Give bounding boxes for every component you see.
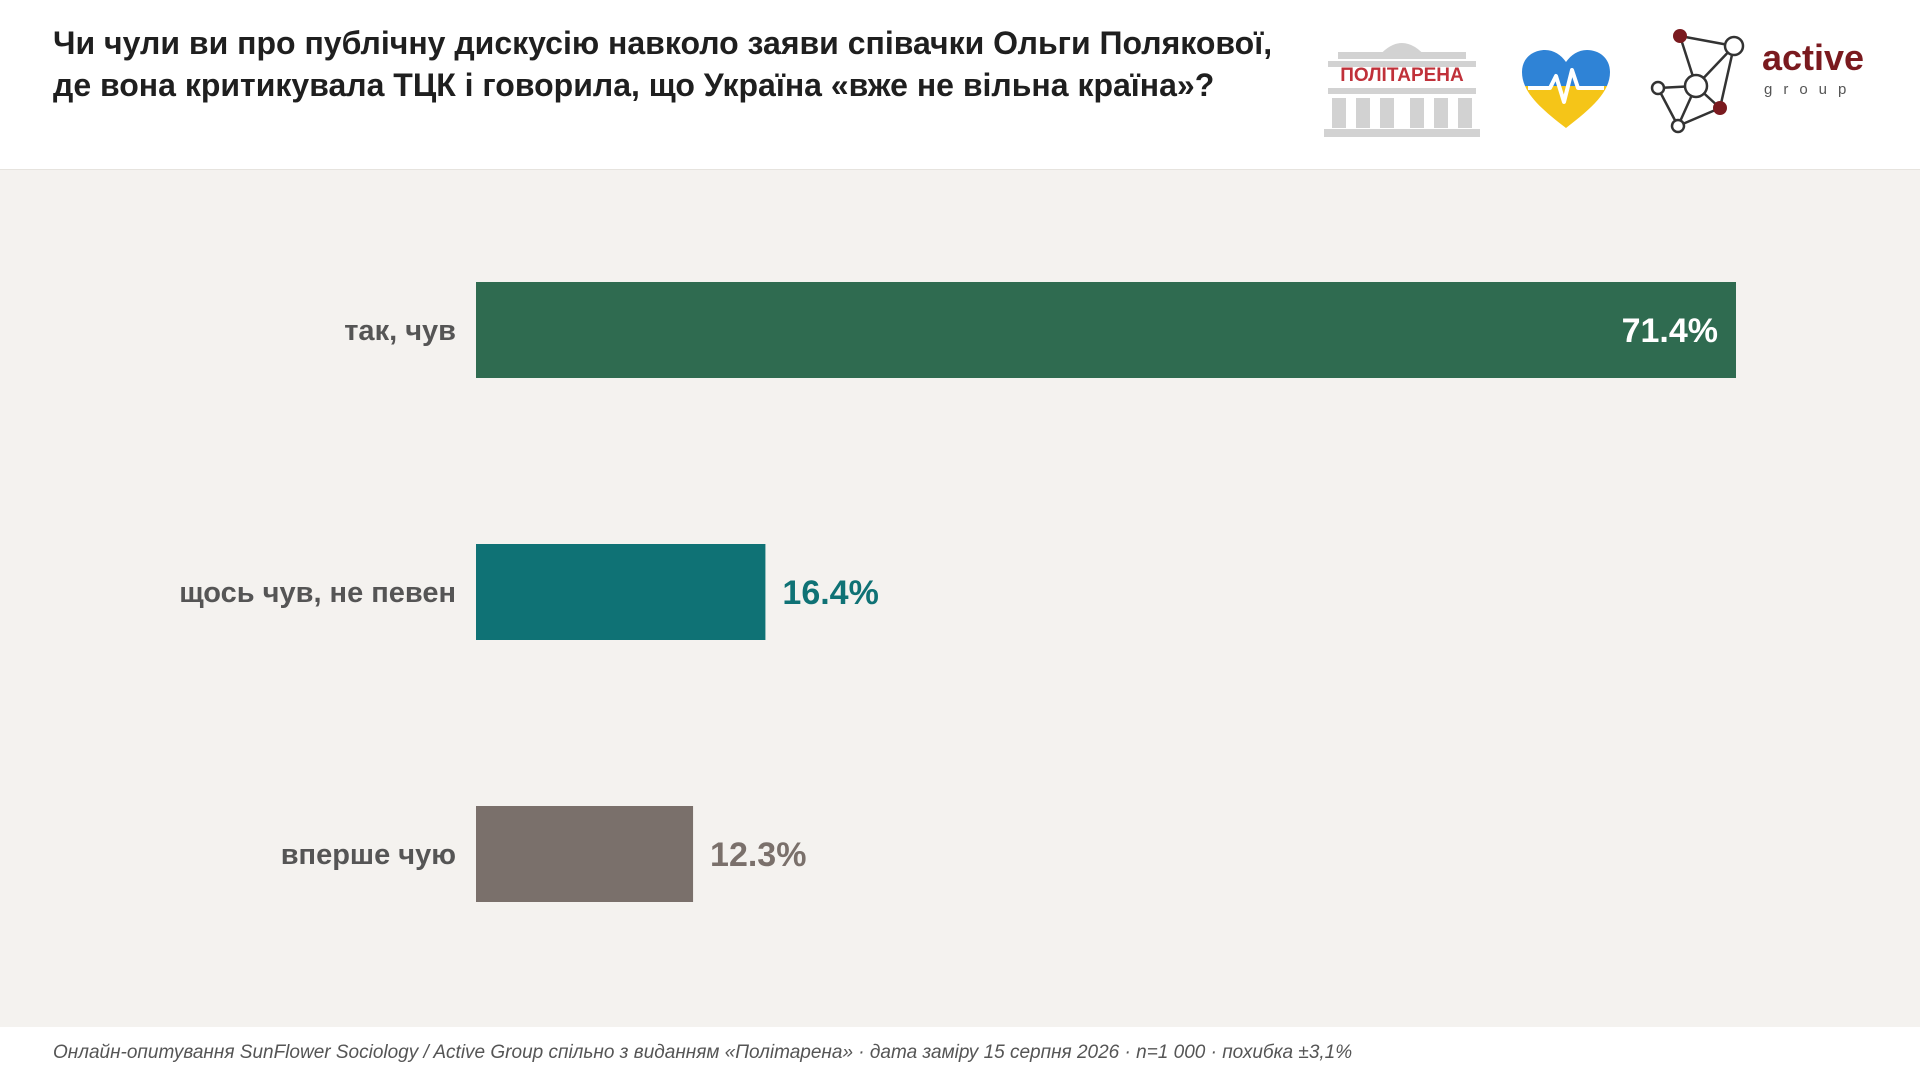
category-label-first: вперше чую [281,839,456,871]
value-label-somewhat: 16.4% [782,574,878,612]
active-group-logo: active group [1650,29,1864,134]
plot-area: так, чув 71.4% щось чув, не певен 16.4% впер… [0,170,1920,1027]
chart-title: Чи чули ви про публічну дискусію навколо… [53,25,1273,103]
politarena-logo: ПОЛІТАРЕНА [1324,43,1480,137]
header: Чи чули ви про публічну дискусію навколо… [0,0,1920,170]
value-label-yes: 71.4% [1622,312,1718,350]
source-footnote: Онлайн-опитування SunFlower Sociology / … [53,1042,1353,1063]
category-label-yes: так, чув [344,315,456,347]
sunflower-heart-logo [1522,50,1610,128]
active-group-logo-subtext: group [1764,81,1857,98]
value-label-first: 12.3% [710,836,806,874]
bar-first [476,806,694,902]
bar-somewhat [476,544,766,640]
bar-chart: так, чув 71.4% щось чув, не певен 16.4% впер… [179,282,1736,902]
footer: Онлайн-опитування SunFlower Sociology / … [0,1027,1920,1081]
politarena-logo-text: ПОЛІТАРЕНА [1340,65,1464,86]
bar-yes [476,282,1736,378]
category-label-somewhat: щось чув, не певен [179,577,456,609]
active-group-logo-text: active [1762,37,1864,78]
